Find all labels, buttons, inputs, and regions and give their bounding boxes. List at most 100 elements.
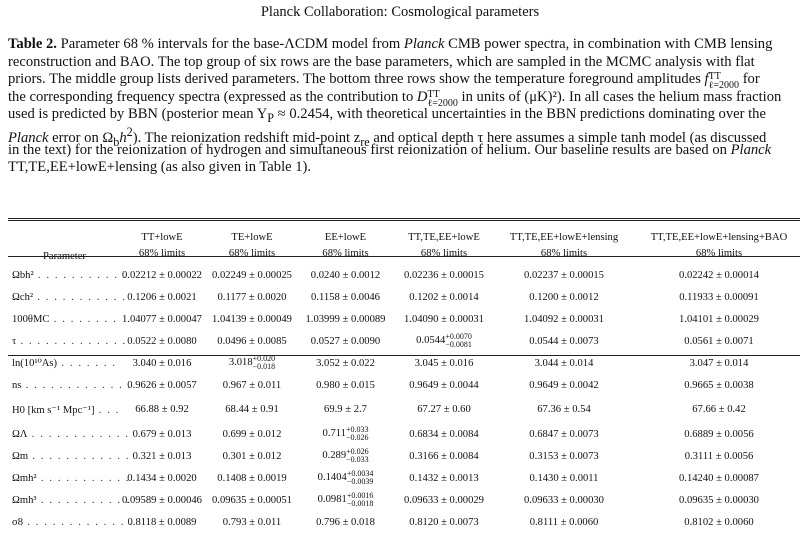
value-cell: 0.1404 +0.0034 −0.0039 [297,467,394,489]
caption-line-1: Table 2. Parameter 68 % intervals for th… [8,36,773,52]
value-cell: 0.09635 ± 0.00030 [634,489,800,511]
value-text: 3.040 ± 0.016 [132,357,192,369]
value-text: 0.1434 ± 0.0020 [127,472,197,484]
value-text: 0.8111 ± 0.0060 [529,516,599,528]
leader-dots: . . . . . . . . . . . . . [21,379,132,391]
value-cell: 0.09633 ± 0.00029 [394,489,494,511]
value-cell: 3.047 ± 0.014 [634,352,800,374]
value-cell: 0.0496 ± 0.0085 [207,330,297,352]
col-header-parameter: Parameter [43,251,86,262]
value-cell: 1.04101 ± 0.00029 [634,308,800,330]
param-name: Ωmh³ [12,494,37,506]
value-text: 1.04077 ± 0.00047 [122,313,202,325]
value-text: 0.0544 ± 0.0073 [529,335,599,347]
value-text: 0.699 ± 0.012 [222,428,282,440]
param-label: Ωmh² . . . . . . . . . . . [8,467,128,489]
param-label: Ωm . . . . . . . . . . . . [8,445,128,467]
value-text: 0.321 ± 0.013 [132,450,192,462]
param-name: ns [12,379,22,391]
caption-line-2: reconstruction and BAO. The top group of… [8,53,755,70]
col-header-4: TT,TE,EE+lowE [408,232,480,243]
value-cell: 0.1206 ± 0.0021 [117,286,207,308]
value-cell: 0.3153 ± 0.0073 [494,445,634,467]
leader-dots: . . . . . . . [57,358,117,369]
value-cell: 67.27 ± 0.60 [394,396,494,423]
value-text: 0.1430 ± 0.0011 [529,472,599,484]
foreground-amplitude-symbol: f TT ℓ=2000 [704,71,740,92]
value-text: 0.02242 ± 0.00014 [679,269,759,281]
value-text: 0.0240 ± 0.0012 [310,269,381,281]
value-text: 0.1404 [317,472,347,483]
value-cell: 3.018 +0.020 −0.018 [207,352,297,374]
value-text: 0.1200 ± 0.0012 [529,291,599,303]
value-text: 0.11933 ± 0.00091 [679,291,759,303]
value-cell: 0.1177 ± 0.0020 [207,286,297,308]
value-text: 68.44 ± 0.91 [225,404,279,415]
error-bound: +0.033 [345,425,369,434]
value-cell: 0.8111 ± 0.0060 [494,511,634,533]
table-row: Ωm . . . . . . . . . . . . 0.321 ± 0.013 0… [8,445,800,467]
value-cell: 1.03999 ± 0.00089 [297,308,394,330]
col-header-1: TT+lowE [141,232,183,243]
leader-dots: . . . [94,404,121,416]
value-text: 0.02236 ± 0.00015 [404,269,484,281]
value-cell: 67.66 ± 0.42 [634,396,800,423]
param-label: ΩΛ . . . . . . . . . . . . [8,423,128,445]
value-cell: 67.36 ± 0.54 [494,396,634,423]
value-cell: 0.1200 ± 0.0012 [494,286,634,308]
col-limit-6: 68% limits [695,248,743,259]
leader-dots: . . . . . . . . . . . . [28,450,131,462]
value-cell: 0.9665 ± 0.0038 [634,374,800,396]
value-text: 66.88 ± 0.92 [135,404,189,415]
asymmetric-error: +0.026 −0.033 [346,448,369,464]
param-label: H0 [km s⁻¹ Mpc⁻¹] . . . [8,396,118,423]
value-text: 0.09589 ± 0.00046 [122,494,202,506]
table-row: Ωch² . . . . . . . . . . . 0.1206 ± 0.002… [8,286,800,308]
table-number: Table 2. [8,36,57,52]
value-text: 3.052 ± 0.022 [316,357,375,369]
table-row: τ . . . . . . . . . . . . . 0.0522 ± 0.00… [8,330,800,352]
caption-line-6: Planck error on Ωbh2). The reionization … [8,124,767,149]
value-cell: 0.3111 ± 0.0056 [634,445,800,467]
error-bound: +0.0070 [445,332,472,341]
param-name: H0 [km s⁻¹ Mpc⁻¹] [12,404,95,416]
asymmetric-error: +0.0034 −0.0039 [347,470,374,486]
value-cell: 0.679 ± 0.013 [117,423,207,445]
value-text: 0.967 ± 0.011 [222,379,282,391]
header-row-names: Parameter TT+lowE TE+lowE EE+lowE TT,TE,… [8,232,800,262]
value-cell: 3.040 ± 0.016 [117,352,207,374]
value-cell: 3.045 ± 0.016 [394,352,494,374]
header-row-limits: 68% limits 68% limits 68% limits 68% lim… [8,248,800,264]
value-text: 1.04092 ± 0.00031 [524,313,604,325]
value-text: 0.09633 ± 0.00030 [524,494,604,506]
table-rows: Ωbh² . . . . . . . . . . . 0.02212 ± 0.00… [8,264,800,533]
value-cell: 0.321 ± 0.013 [117,445,207,467]
value-cell: 0.980 ± 0.015 [297,374,394,396]
asymmetric-error: +0.0016 −0.0018 [347,492,374,508]
value-text: 0.3111 ± 0.0056 [684,450,754,462]
value-cell: 0.1432 ± 0.0013 [394,467,494,489]
error-bound: −0.0039 [346,477,374,486]
value-text: 0.289 [322,450,347,461]
table-row: ln(10¹⁰As) . . . . . . . 3.040 ± 0.016 3.0… [8,352,800,374]
table-row: H0 [km s⁻¹ Mpc⁻¹] . . . 66.88 ± 0.92 68.44… [8,396,800,423]
value-cell: 69.9 ± 2.7 [297,396,394,423]
param-label: 100θMC . . . . . . . . [8,308,117,330]
leader-dots: . . . . . . . . [49,313,118,325]
leader-dots: . . . . . . . . . . . . [27,428,130,440]
col-limit-5: 68% limits [540,248,588,259]
value-cell: 1.04090 ± 0.00031 [394,308,494,330]
leader-dots: . . . . . . . . . . . . . [23,516,134,528]
value-text: 0.09635 ± 0.00030 [679,494,759,506]
leader-dots: . . . . . . . . . . . [33,269,128,281]
error-bound: +0.0016 [346,491,374,500]
value-cell: 68.44 ± 0.91 [207,396,297,423]
value-cell: 0.0522 ± 0.0080 [117,330,207,352]
value-cell: 0.796 ± 0.018 [297,511,394,533]
caption-line-8: TT,TE,EE+lowE+lensing (as also given in … [8,159,312,176]
table-row: 100θMC . . . . . . . . 1.04077 ± 0.00047 1… [8,308,800,330]
value-cell: 0.9649 ± 0.0044 [394,374,494,396]
param-name: Ωmh² [12,472,37,484]
value-cell: 0.1202 ± 0.0014 [394,286,494,308]
value-cell: 1.04092 ± 0.00031 [494,308,634,330]
